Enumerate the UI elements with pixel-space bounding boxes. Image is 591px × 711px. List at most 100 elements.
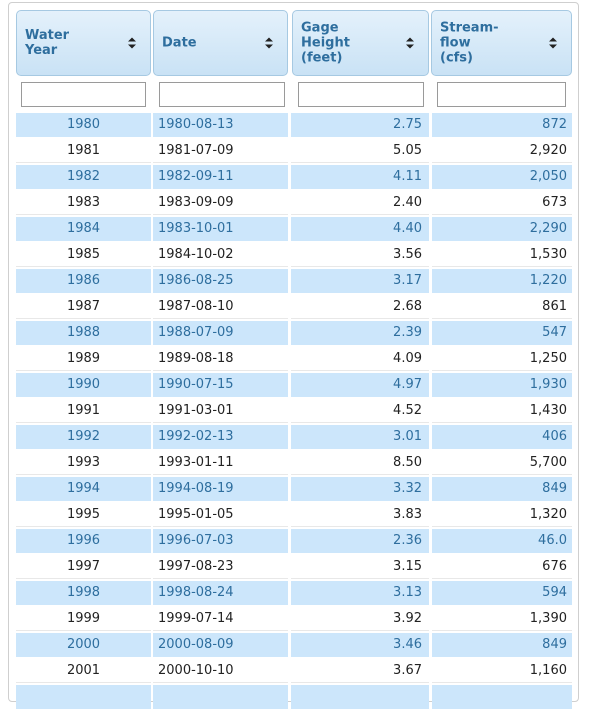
column-header-label: Date bbox=[162, 35, 197, 51]
cell-gage-height: 2.40 bbox=[291, 191, 429, 215]
cell-streamflow: 2,920 bbox=[432, 139, 572, 163]
cell-gage-height: 4.97 bbox=[291, 373, 429, 397]
cell-date: 1996-07-03 bbox=[153, 529, 288, 553]
table-row[interactable]: 1988 1988-07-09 2.39 547 bbox=[16, 321, 573, 347]
cell-date: 1993-01-11 bbox=[153, 451, 288, 475]
cell-water-year: 1989 bbox=[16, 347, 151, 371]
cell-gage-height: 2.75 bbox=[291, 113, 429, 137]
cell-water-year: 1993 bbox=[16, 451, 151, 475]
cell-gage-height: 3.17 bbox=[291, 269, 429, 293]
cell-date: 1988-07-09 bbox=[153, 321, 288, 345]
cell-water-year: 1988 bbox=[16, 321, 151, 345]
cell-date: 1984-10-02 bbox=[153, 243, 288, 267]
column-header-label: Gage Height (feet) bbox=[301, 20, 350, 66]
cell-streamflow: 2,290 bbox=[432, 217, 572, 241]
cell-water-year: 1987 bbox=[16, 295, 151, 319]
column-header-gage-height[interactable]: Gage Height (feet) bbox=[292, 10, 429, 76]
sort-icon bbox=[265, 37, 273, 49]
cell-water-year: 1997 bbox=[16, 555, 151, 579]
cell-streamflow: 673 bbox=[432, 191, 572, 215]
table-row[interactable]: 1990 1990-07-15 4.97 1,930 bbox=[16, 373, 573, 399]
cell-gage-height: 3.15 bbox=[291, 555, 429, 579]
cell-streamflow: 547 bbox=[432, 321, 572, 345]
cell-water-year: 1991 bbox=[16, 399, 151, 423]
table-row[interactable]: 1981 1981-07-09 5.05 2,920 bbox=[16, 139, 573, 165]
table-row[interactable]: 1999 1999-07-14 3.92 1,390 bbox=[16, 607, 573, 633]
cell-streamflow: 872 bbox=[432, 113, 572, 137]
cell-water-year: 1994 bbox=[16, 477, 151, 501]
cell-water-year: 1990 bbox=[16, 373, 151, 397]
cell-streamflow: 849 bbox=[432, 477, 572, 501]
cell-date: 1990-07-15 bbox=[153, 373, 288, 397]
cell-date: 1983-10-01 bbox=[153, 217, 288, 241]
cell-streamflow: 861 bbox=[432, 295, 572, 319]
table-row[interactable]: 1986 1986-08-25 3.17 1,220 bbox=[16, 269, 573, 295]
table-row[interactable]: 2001 2000-10-10 3.67 1,160 bbox=[16, 659, 573, 685]
table-row[interactable]: 1994 1994-08-19 3.32 849 bbox=[16, 477, 573, 503]
cell-date: 1989-08-18 bbox=[153, 347, 288, 371]
cell-gage-height: 3.32 bbox=[291, 477, 429, 501]
cell-gage-height: 3.67 bbox=[291, 659, 429, 683]
cell-date: 2000-10-10 bbox=[153, 659, 288, 683]
table-row[interactable]: 1983 1983-09-09 2.40 673 bbox=[16, 191, 573, 217]
column-header-date[interactable]: Date bbox=[153, 10, 288, 76]
cell-date: 2000-08-09 bbox=[153, 633, 288, 657]
cell-date: 1994-08-19 bbox=[153, 477, 288, 501]
table-row[interactable]: 1982 1982-09-11 4.11 2,050 bbox=[16, 165, 573, 191]
cell-gage-height: 2.36 bbox=[291, 529, 429, 553]
cell-gage-height: 5.05 bbox=[291, 139, 429, 163]
filter-input-gage-height[interactable] bbox=[298, 82, 424, 107]
table-row[interactable]: 1980 1980-08-13 2.75 872 bbox=[16, 113, 573, 139]
table-row[interactable]: 1991 1991-03-01 4.52 1,430 bbox=[16, 399, 573, 425]
cell-date: 1982-09-11 bbox=[153, 165, 288, 189]
cell-gage-height: 2.39 bbox=[291, 321, 429, 345]
filter-row bbox=[16, 82, 573, 108]
table-row[interactable]: 1984 1983-10-01 4.40 2,290 bbox=[16, 217, 573, 243]
cell-gage-height: 4.09 bbox=[291, 347, 429, 371]
cell-streamflow: 1,390 bbox=[432, 607, 572, 631]
table-row[interactable]: 1995 1995-01-05 3.83 1,320 bbox=[16, 503, 573, 529]
cell-water-year: 1999 bbox=[16, 607, 151, 631]
cell-streamflow: 1,320 bbox=[432, 503, 572, 527]
cell-streamflow: 1,530 bbox=[432, 243, 572, 267]
filter-input-water-year[interactable] bbox=[21, 82, 146, 107]
filter-input-streamflow[interactable] bbox=[437, 82, 566, 107]
table-row[interactable]: 1998 1998-08-24 3.13 594 bbox=[16, 581, 573, 607]
sort-icon bbox=[406, 37, 414, 49]
table-row[interactable]: 1987 1987-08-10 2.68 861 bbox=[16, 295, 573, 321]
cell-gage-height: 4.11 bbox=[291, 165, 429, 189]
cell-gage-height: 3.56 bbox=[291, 243, 429, 267]
cell-water-year: 1998 bbox=[16, 581, 151, 605]
cell-date: 1997-08-23 bbox=[153, 555, 288, 579]
cell-date: 1980-08-13 bbox=[153, 113, 288, 137]
cell-streamflow: 594 bbox=[432, 581, 572, 605]
cell-water-year: 1981 bbox=[16, 139, 151, 163]
cell-water-year: 1996 bbox=[16, 529, 151, 553]
filter-input-date[interactable] bbox=[159, 82, 285, 107]
table-row[interactable]: 1993 1993-01-11 8.50 5,700 bbox=[16, 451, 573, 477]
cell-gage-height: 2.68 bbox=[291, 295, 429, 319]
column-header-streamflow[interactable]: Stream- flow (cfs) bbox=[431, 10, 572, 76]
table-row[interactable]: 1985 1984-10-02 3.56 1,530 bbox=[16, 243, 573, 269]
cell-gage-height: 3.01 bbox=[291, 425, 429, 449]
cell-gage-height: 3.92 bbox=[291, 607, 429, 631]
cell-streamflow: 1,250 bbox=[432, 347, 572, 371]
cell-date: 1986-08-25 bbox=[153, 269, 288, 293]
column-header-label: Stream- flow (cfs) bbox=[440, 20, 499, 66]
cell-streamflow: 46.0 bbox=[432, 529, 572, 553]
column-header-water-year[interactable]: Water Year bbox=[16, 10, 151, 76]
cell-water-year: 1992 bbox=[16, 425, 151, 449]
cell-water-year: 2001 bbox=[16, 659, 151, 683]
table-row[interactable]: 1997 1997-08-23 3.15 676 bbox=[16, 555, 573, 581]
cell-date: 1995-01-05 bbox=[153, 503, 288, 527]
table-row[interactable]: 1992 1992-02-13 3.01 406 bbox=[16, 425, 573, 451]
table-row[interactable]: 1989 1989-08-18 4.09 1,250 bbox=[16, 347, 573, 373]
cell-water-year: 1984 bbox=[16, 217, 151, 241]
table-row[interactable]: 1996 1996-07-03 2.36 46.0 bbox=[16, 529, 573, 555]
cell-date: 1991-03-01 bbox=[153, 399, 288, 423]
cell-date: 1981-07-09 bbox=[153, 139, 288, 163]
cell-streamflow: 2,050 bbox=[432, 165, 572, 189]
cell-date: 1998-08-24 bbox=[153, 581, 288, 605]
cell-water-year: 1986 bbox=[16, 269, 151, 293]
table-row[interactable]: 2000 2000-08-09 3.46 849 bbox=[16, 633, 573, 659]
